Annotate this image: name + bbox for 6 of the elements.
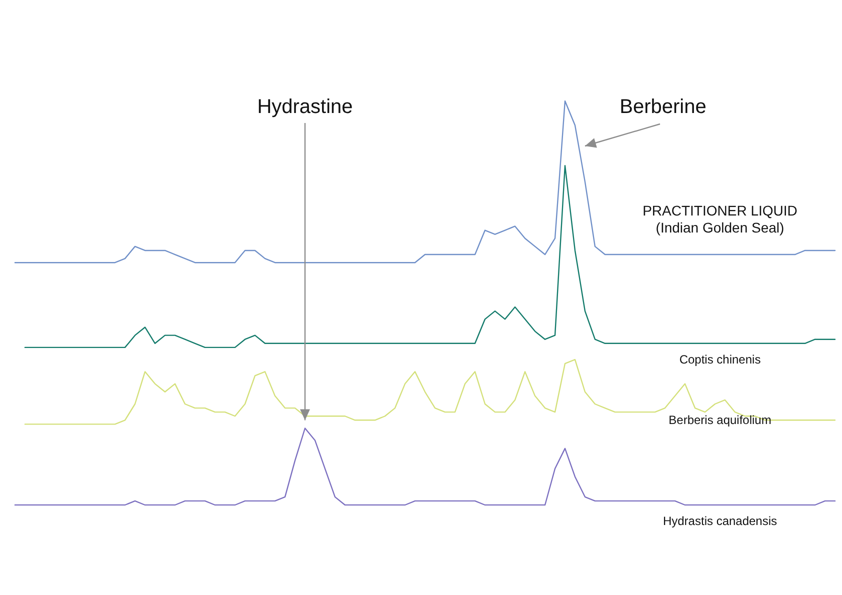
series-label: Berberis aquifolium bbox=[668, 413, 772, 427]
annotation: Berberine bbox=[620, 96, 706, 118]
series-label: Coptis chinenis bbox=[679, 352, 761, 366]
annotation: Hydrastine bbox=[257, 96, 353, 118]
series-label: PRACTITIONER LIQUID (Indian Golden Seal) bbox=[642, 202, 798, 236]
series-label: Hydrastis canadensis bbox=[662, 514, 778, 528]
